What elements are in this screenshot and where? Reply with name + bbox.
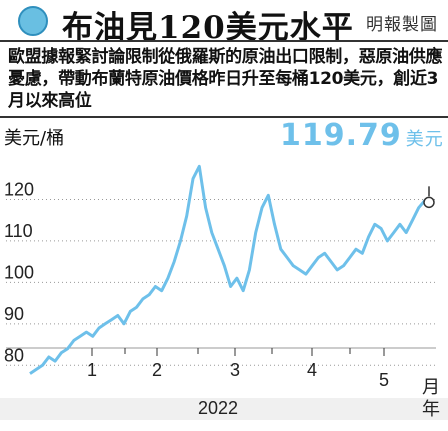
year-band	[0, 398, 448, 420]
y-tick-label-110: 110	[4, 221, 33, 241]
x-tick-label-3: 3	[230, 360, 240, 380]
oil-bubble-icon	[18, 6, 48, 36]
latest-price: 119.79 美元	[280, 118, 444, 153]
y-axis-label: 美元/桶	[4, 128, 65, 149]
source-credit: 明報製圖	[366, 15, 438, 35]
series-line	[29, 164, 427, 375]
x-tick-label-4: 4	[307, 360, 317, 380]
year-unit-label: 年	[422, 399, 440, 420]
y-tick-label-100: 100	[4, 262, 34, 282]
y-tick-label-120: 120	[4, 179, 34, 199]
end-point-marker	[423, 196, 435, 209]
x-tick-label-5: 5	[379, 370, 389, 390]
title-divider	[0, 40, 448, 42]
y-tick-label-80: 80	[4, 345, 24, 365]
x-tick-label-2: 2	[152, 360, 162, 380]
latest-price-unit: 美元	[405, 129, 444, 150]
latest-price-value: 119.79	[280, 118, 402, 153]
description-divider	[0, 116, 448, 118]
x-axis-label: 月	[422, 377, 440, 398]
y-tick-label-90: 90	[4, 304, 24, 324]
chart-description: 歐盟據報緊討論限制從俄羅斯的原油出口限制，惡原油供應憂慮，帶動布蘭特原油價格昨日…	[8, 47, 443, 111]
x-tick-label-1: 1	[87, 360, 97, 380]
year-label: 2022	[198, 398, 238, 418]
